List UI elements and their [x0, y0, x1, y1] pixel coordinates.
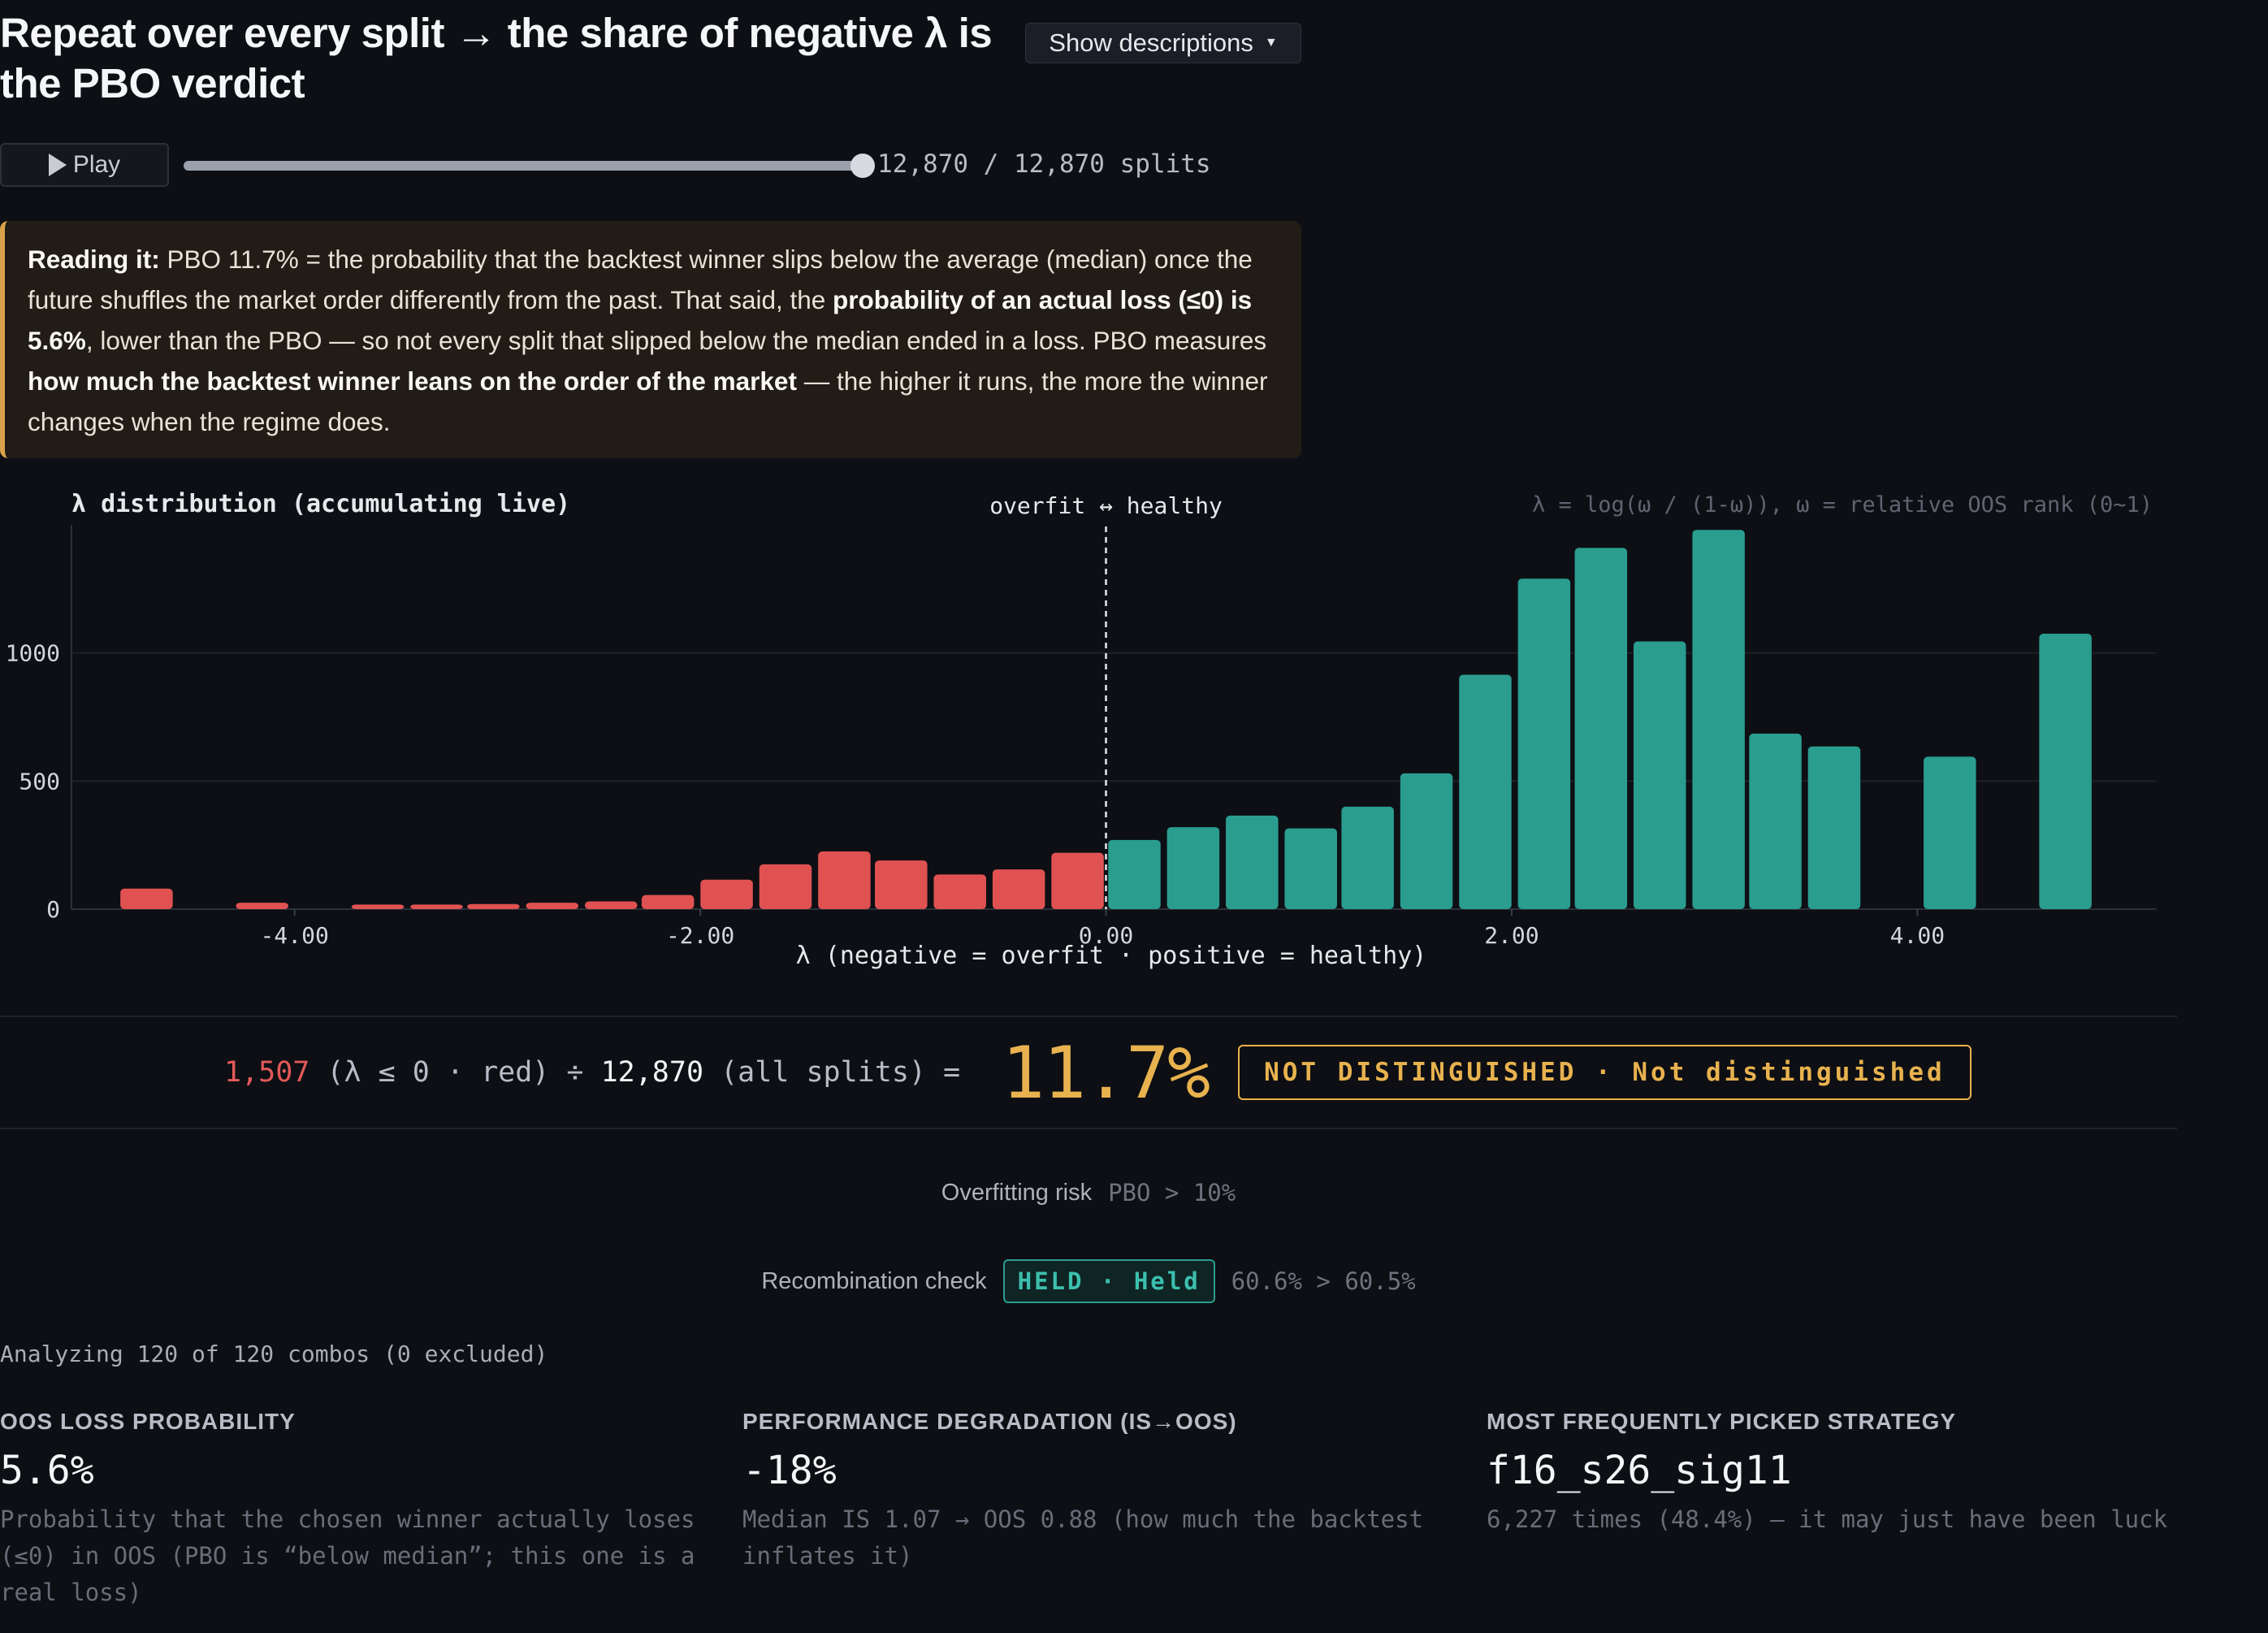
histogram-bar: [1574, 548, 1628, 909]
histogram-bar: [467, 903, 520, 909]
histogram-bar: [1807, 746, 1861, 909]
reading-text-1: PBO 11.7% = the probability that the bac…: [28, 245, 1253, 314]
held-status-badge: HELD · Held: [1002, 1259, 1215, 1303]
histogram-bar: [1166, 827, 1220, 909]
analyzing-status: Analyzing 120 of 120 combos (0 excluded): [0, 1341, 548, 1367]
play-icon: [48, 154, 67, 176]
play-button[interactable]: Play: [0, 143, 169, 187]
y-tick-label: 0: [46, 896, 60, 923]
histogram-bar: [351, 904, 405, 909]
x-tick-label: 0.00: [1079, 922, 1133, 949]
overfitting-risk-label: Overfitting risk: [941, 1179, 1093, 1206]
stat-performance-degradation: PERFORMANCE DEGRADATION (IS→OOS) -18% Me…: [742, 1409, 1457, 1575]
y-tick-label: 500: [19, 768, 60, 795]
slider-fill: [184, 161, 863, 171]
stat-label: MOST FREQUENTLY PICKED STRATEGY: [1487, 1409, 1957, 1434]
stat-value: -18%: [742, 1448, 837, 1493]
stat-label: PERFORMANCE DEGRADATION (IS→OOS): [742, 1409, 1237, 1434]
split-counter: 12,870 / 12,870 splits: [877, 149, 1211, 179]
stat-value: f16_s26_sig11: [1487, 1448, 1792, 1493]
total-split-desc: (all splits) =: [703, 1056, 978, 1089]
histogram-bar: [1226, 815, 1279, 909]
y-tick-label: 1000: [6, 640, 60, 667]
reading-lead: Reading it:: [28, 245, 160, 274]
histogram-bar: [1924, 756, 1976, 909]
histogram-bar: [1284, 828, 1337, 909]
stat-description: 6,227 times (48.4%) — it may just have b…: [1487, 1505, 2168, 1533]
histogram-bar: [236, 903, 288, 909]
divider-top: [0, 1016, 2177, 1017]
reading-bold-1: probability of an actual loss (≤0) is 5.…: [28, 285, 1253, 355]
overfitting-risk-row: Overfitting risk PBO > 10%: [0, 1175, 2177, 1211]
pbo-value: 11.7%: [1002, 1030, 1210, 1115]
x-tick-label: 4.00: [1890, 922, 1945, 949]
negative-split-desc: (λ ≤ 0 · red) ÷: [309, 1056, 601, 1089]
negative-split-count: 1,507: [224, 1056, 310, 1089]
reading-text-2: , lower than the PBO — so not every spli…: [85, 326, 1267, 355]
histogram-bar: [1459, 674, 1512, 909]
histogram-bar: [992, 869, 1045, 909]
overfitting-risk-value: PBO > 10%: [1108, 1179, 1236, 1206]
x-tick-label: -4.00: [261, 922, 329, 949]
histogram-bar: [700, 879, 753, 909]
histogram-bar: [933, 874, 986, 909]
stat-most-picked-strategy: MOST FREQUENTLY PICKED STRATEGY f16_s26_…: [1487, 1409, 2201, 1538]
reading-text-3: — the higher it runs, the more the winne…: [28, 366, 1268, 436]
caret-down-icon: ▼: [1264, 36, 1278, 50]
stat-oos-loss-probability: OOS LOSS PROBABILITY 5.6% Probability th…: [0, 1409, 715, 1611]
histogram-bar: [818, 851, 871, 909]
reading-bold-2: how much the backtest winner leans on th…: [28, 366, 797, 396]
verdict-badge: NOT DISTINGUISHED · Not distinguished: [1238, 1045, 1972, 1100]
x-tick-label: 2.00: [1484, 922, 1539, 949]
histogram-bar: [875, 860, 928, 909]
histogram-bar: [410, 904, 463, 909]
stat-value: 5.6%: [0, 1448, 94, 1493]
play-button-label: Play: [72, 151, 121, 178]
histogram-bar: [1692, 530, 1745, 909]
histogram-bar: [1633, 641, 1686, 909]
histogram-bar: [584, 901, 638, 909]
histogram-bar: [120, 888, 173, 909]
split-progress-slider[interactable]: [184, 154, 875, 178]
histogram-bar: [1749, 733, 1802, 909]
show-descriptions-label: Show descriptions: [1049, 28, 1253, 57]
divider-bottom: [0, 1128, 2177, 1129]
show-descriptions-dropdown[interactable]: Show descriptions ▼: [1025, 23, 1301, 63]
histogram-bar: [759, 864, 812, 909]
slider-thumb[interactable]: [850, 154, 875, 178]
lambda-distribution-chart: λ distribution (accumulating live) λ = l…: [6, 490, 2157, 970]
pbo-formula: 1,507 (λ ≤ 0 · red) ÷ 12,870 (all splits…: [224, 1024, 1972, 1121]
stat-description: Probability that the chosen winner actua…: [0, 1505, 695, 1606]
recombination-check-value: 60.6% > 60.5%: [1231, 1267, 1416, 1295]
histogram-bar: [1517, 578, 1571, 909]
x-tick-label: -2.00: [666, 922, 734, 949]
histogram-bar: [2039, 634, 2092, 909]
divider-label: overfit ↔ healthy: [989, 492, 1223, 519]
histogram-bar: [1400, 773, 1453, 909]
stat-description: Median IS 1.07 → OOS 0.88 (how much the …: [742, 1505, 1424, 1570]
reading-explanation-box: Reading it: PBO 11.7% = the probability …: [0, 221, 1301, 458]
chart-formula-note: λ = log(ω / (1-ω)), ω = relative OOS ran…: [1532, 492, 2153, 518]
page-title: Repeat over every split → the share of n…: [0, 10, 993, 106]
total-split-count: 12,870: [600, 1056, 704, 1089]
histogram-bar: [641, 894, 695, 909]
histogram-bar: [1341, 806, 1394, 909]
histogram-bar: [526, 903, 579, 909]
stat-label: OOS LOSS PROBABILITY: [0, 1409, 296, 1434]
recombination-check-label: Recombination check: [761, 1267, 987, 1294]
chart-x-axis-label: λ (negative = overfit · positive = healt…: [796, 942, 1427, 970]
recombination-check-row: Recombination check HELD · Held 60.6% > …: [0, 1258, 2177, 1305]
histogram-bar: [1108, 839, 1161, 909]
chart-title: λ distribution (accumulating live): [71, 490, 570, 518]
histogram-bar: [1051, 852, 1104, 909]
